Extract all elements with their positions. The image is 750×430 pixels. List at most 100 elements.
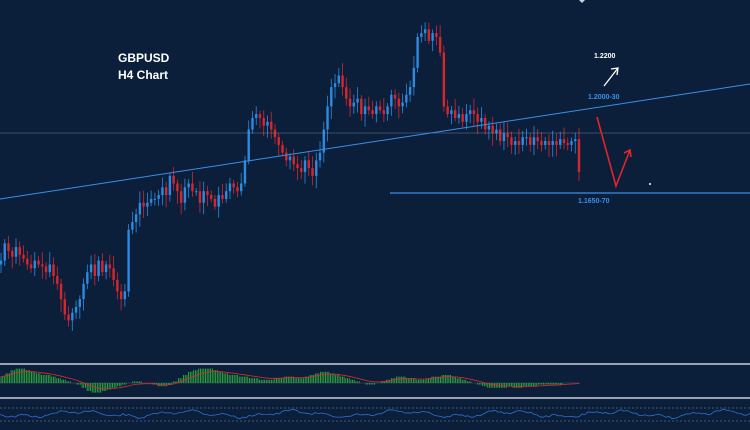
candle-body: [517, 141, 521, 145]
chart-subtitle: H4 Chart: [118, 68, 168, 82]
candle-body: [202, 191, 205, 203]
candle-body: [273, 129, 277, 138]
candle-body: [322, 129, 325, 153]
candle-body: [315, 160, 318, 176]
candle-body: [26, 258, 29, 265]
candle-body: [277, 137, 280, 145]
candle-body: [164, 187, 168, 196]
candle-body: [191, 183, 194, 192]
candle-body: [14, 247, 18, 257]
candle-body: [431, 33, 434, 41]
candle-body: [525, 137, 528, 139]
candle-body: [491, 125, 494, 134]
candle-body: [446, 106, 449, 115]
white-up-arrow: [603, 67, 619, 87]
candle-body: [104, 264, 108, 273]
candle-body: [521, 137, 524, 145]
red-projection-arrow: [596, 116, 632, 189]
candle-body: [495, 129, 498, 134]
candle-body: [131, 222, 134, 230]
candle-body: [67, 314, 70, 321]
candle-body: [206, 191, 209, 196]
candle-body: [420, 33, 423, 37]
candle-body: [74, 306, 78, 313]
candle-body: [555, 141, 558, 145]
candle-body: [176, 183, 179, 192]
candle-body: [356, 98, 359, 103]
candle-body: [506, 133, 509, 138]
candle-body: [348, 98, 352, 107]
candle-body: [401, 102, 404, 107]
candle-body: [11, 250, 14, 257]
candle-body: [461, 114, 464, 122]
candle-body: [337, 75, 340, 84]
candle-body: [345, 87, 348, 99]
candle-body: [232, 183, 235, 188]
candle-body: [382, 110, 386, 115]
candle-body: [82, 283, 85, 300]
candle-body: [161, 187, 164, 196]
small-marker-dot: [649, 183, 651, 185]
candle-body: [363, 106, 367, 115]
candle-body: [255, 114, 258, 118]
candle-body: [217, 195, 220, 207]
candle-body: [119, 291, 123, 300]
candle-body: [258, 114, 262, 118]
candle-body: [262, 117, 265, 126]
candle-body: [371, 110, 374, 115]
candle-body: [22, 254, 25, 259]
candle-body: [513, 141, 517, 145]
trendline: [0, 83, 750, 200]
candle-body: [29, 264, 33, 269]
candle-body: [544, 141, 547, 145]
candle-body: [472, 110, 476, 115]
candle-body: [251, 117, 254, 130]
candle-body: [108, 264, 112, 269]
candle-body: [311, 168, 314, 176]
macd-histogram: [0, 368, 563, 393]
macd-signal-line: [0, 370, 580, 390]
support-label: 1.1650-70: [578, 198, 610, 205]
candle-body: [352, 102, 356, 107]
candle-body: [397, 98, 401, 107]
target-high-label: 1.2200: [594, 53, 616, 60]
candle-body: [236, 187, 239, 192]
candle-body: [213, 198, 217, 207]
candle-body: [93, 264, 97, 277]
candle-body: [123, 291, 127, 300]
candle-body: [408, 87, 412, 95]
candles-group: [0, 22, 581, 331]
candle-body: [228, 183, 232, 192]
candle-body: [375, 106, 378, 115]
candle-body: [416, 36, 419, 68]
candle-body: [574, 139, 577, 142]
candle-body: [532, 137, 536, 145]
candle-body: [386, 106, 389, 115]
candle-body: [405, 94, 408, 103]
candle-body: [153, 198, 157, 200]
candle-body: [547, 141, 551, 145]
candle-body: [7, 243, 10, 251]
candle-body: [483, 117, 487, 130]
candle-body: [56, 276, 59, 284]
candle-body: [183, 187, 187, 203]
candle-body: [116, 279, 119, 292]
candle-body: [450, 110, 453, 115]
candle-body: [33, 260, 36, 269]
candle-body: [146, 202, 149, 207]
candle-body: [378, 106, 382, 111]
candle-body: [101, 260, 104, 273]
candle-body: [341, 75, 344, 88]
candle-body: [457, 114, 461, 118]
candle-body: [498, 129, 502, 142]
candle-body: [71, 312, 74, 321]
candle-body: [423, 29, 427, 34]
candle-body: [487, 125, 491, 130]
candle-body: [577, 139, 581, 172]
candle-body: [292, 156, 295, 165]
candle-body: [138, 202, 142, 215]
candle-body: [502, 133, 506, 142]
candle-body: [390, 94, 393, 107]
